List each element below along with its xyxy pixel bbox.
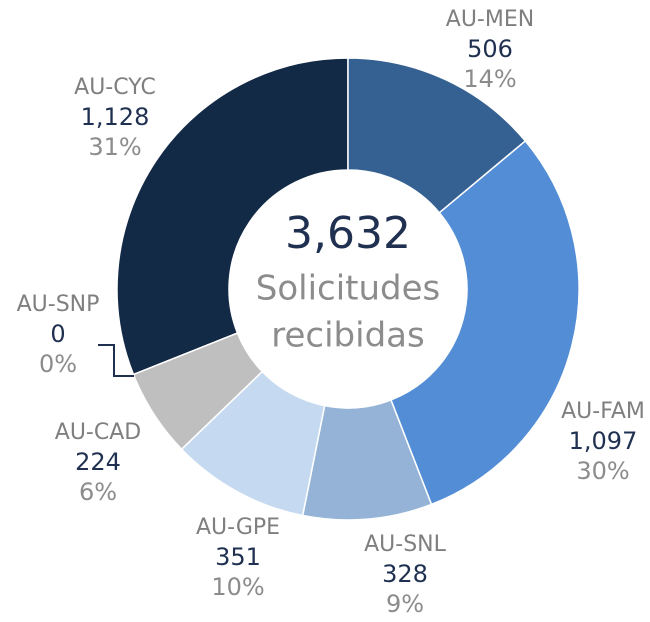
segment-percent: 9%: [386, 590, 424, 618]
donut-segment: [180, 370, 326, 517]
segment-percent: 14%: [463, 65, 516, 93]
center-text: recibidas: [271, 316, 424, 356]
segment-value: 224: [75, 448, 121, 476]
segment-value: 351: [215, 543, 261, 571]
segment-name: AU-MEN: [446, 7, 534, 32]
segment-name: AU-GPE: [196, 515, 280, 540]
segment-value: 1,097: [569, 427, 638, 455]
donut-segment: [301, 398, 433, 521]
leader-line: [98, 344, 134, 377]
donut-segment: [116, 57, 349, 376]
segment-percent: 30%: [576, 457, 629, 485]
donut-segment: [347, 57, 527, 214]
segment-name: AU-SNP: [17, 292, 100, 317]
donut-segment: [390, 139, 580, 506]
segment-value: 506: [467, 35, 513, 63]
segment-name: AU-SNL: [364, 532, 447, 557]
segment-name: AU-CYC: [74, 75, 156, 100]
segment-value: 0: [50, 320, 65, 348]
total: 3,632: [285, 208, 411, 259]
segment-name: AU-CAD: [55, 420, 141, 445]
segment-percent: 31%: [88, 133, 141, 161]
segment-percent: 10%: [211, 573, 264, 601]
segment-percent: 6%: [79, 478, 117, 506]
donut-segment: [132, 332, 264, 451]
segment-name: AU-FAM: [561, 399, 645, 424]
segment-percent: 0%: [39, 350, 77, 378]
segment-value: 1,128: [81, 103, 150, 131]
segment-value: 328: [382, 560, 428, 588]
center-text: Solicitudes: [256, 269, 441, 309]
